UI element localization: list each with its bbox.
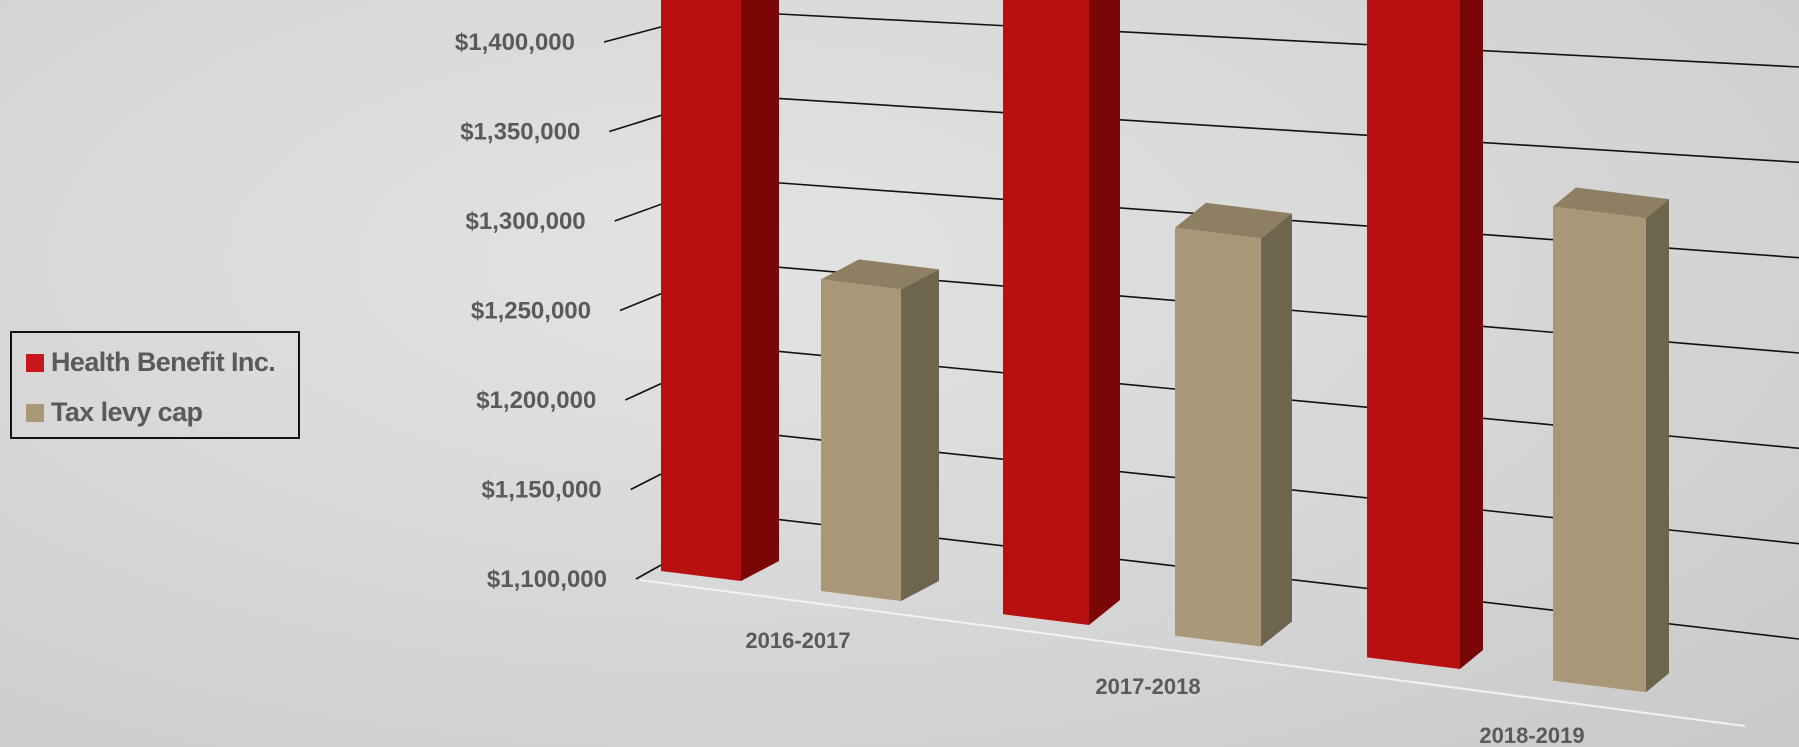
y-tick-label: $1,400,000	[455, 29, 575, 56]
bar-front-face	[661, 0, 741, 581]
bar-tax-levy-cap-2018-2019	[1553, 187, 1669, 693]
x-category-label: 2017-2018	[1095, 674, 1200, 699]
y-tick-label: $1,150,000	[482, 477, 602, 504]
bar-front-face	[821, 279, 901, 601]
gridline	[603, 10, 1799, 68]
x-category-label: 2016-2017	[745, 628, 850, 653]
y-tick-label: $1,300,000	[466, 208, 586, 235]
bar-side-face	[1261, 213, 1292, 647]
y-tick-label: $1,200,000	[476, 387, 596, 414]
x-axis-category-labels: 2016-2017 2017-2018 2018-2019	[745, 628, 1584, 747]
gridline	[609, 94, 1799, 164]
bar-top-face	[821, 259, 939, 290]
bar-side-face	[1089, 0, 1120, 625]
legend-label-tax-levy-cap: Tax levy cap	[51, 397, 203, 427]
floor-edge	[639, 579, 1746, 727]
bar-side-face	[741, 0, 779, 581]
bar-front-face	[1003, 0, 1089, 625]
bar-top-face	[1175, 202, 1292, 239]
bar-side-face	[901, 269, 939, 601]
bar-front-face	[1367, 0, 1460, 669]
legend: Health Benefit Inc. Tax levy cap	[10, 331, 300, 439]
bar-side-face	[1646, 199, 1669, 693]
legend-item-tax-levy-cap: Tax levy cap	[26, 397, 203, 428]
bar-tax-levy-cap-2016-2017	[821, 259, 939, 601]
bar-health-benefit-inc-2018-2019	[1367, 0, 1483, 669]
legend-swatch-tax-levy-cap	[26, 403, 44, 422]
legend-item-health-benefit: Health Benefit Inc.	[26, 347, 276, 378]
bar-top-face	[1553, 187, 1669, 219]
y-tick-label: $1,250,000	[471, 298, 591, 325]
y-axis-tick-labels: $1,100,000 $1,150,000 $1,200,000 $1,250,000…	[455, 29, 607, 593]
bar-tax-levy-cap-2017-2018	[1175, 202, 1292, 647]
bar-health-benefit-inc-2017-2018	[1003, 0, 1120, 625]
bar-side-face	[1460, 0, 1483, 669]
y-tick-label: $1,350,000	[460, 119, 580, 146]
x-category-label: 2018-2019	[1479, 723, 1584, 747]
legend-label-health-benefit: Health Benefit Inc.	[51, 347, 276, 377]
y-tick-label: $1,100,000	[487, 566, 607, 593]
bar-health-benefit-inc-2016-2017	[661, 0, 779, 581]
bar-front-face	[1175, 227, 1261, 647]
bars	[661, 0, 1669, 693]
legend-swatch-health-benefit	[26, 353, 44, 372]
bar-front-face	[1553, 206, 1646, 693]
